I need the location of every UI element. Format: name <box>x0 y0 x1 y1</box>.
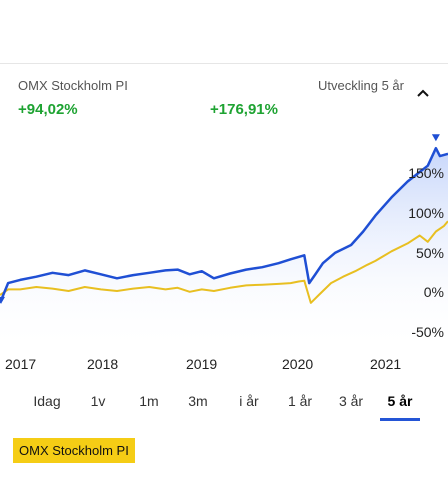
x-tick-label: 2021 <box>370 356 402 372</box>
blue-series-line <box>0 146 448 304</box>
y-tick-label: 50% <box>415 245 444 261</box>
y-tick-label: -50% <box>411 324 444 340</box>
min-marker-icon <box>0 296 5 304</box>
tab-1-ar[interactable]: 1 år <box>287 393 313 409</box>
tab-5-ar[interactable]: 5 år <box>387 393 413 409</box>
y-tick-label: 0% <box>423 284 444 300</box>
blue-series-area <box>0 148 448 353</box>
x-tick-label: 2017 <box>5 356 37 372</box>
tab-i-ar[interactable]: i år <box>239 393 259 409</box>
active-tab-underline <box>380 418 420 421</box>
tab-1m[interactable]: 1m <box>139 393 159 409</box>
top-divider <box>0 63 448 64</box>
tab-3m[interactable]: 3m <box>188 393 208 409</box>
index-title: OMX Stockholm PI <box>18 78 128 93</box>
x-tick-label: 2018 <box>87 356 119 372</box>
tab-1v[interactable]: 1v <box>90 393 106 409</box>
y-tick-label: 150% <box>408 165 444 181</box>
x-tick-label: 2020 <box>282 356 314 372</box>
legend-item: OMX Stockholm PI <box>13 438 135 463</box>
y-tick-label: 100% <box>408 205 444 221</box>
tab-Idag[interactable]: Idag <box>33 393 61 409</box>
yellow-series-line <box>0 220 448 304</box>
performance-chart <box>0 134 448 353</box>
x-tick-label: 2019 <box>186 356 218 372</box>
period-label[interactable]: Utveckling 5 år <box>318 78 404 93</box>
tab-3-ar[interactable]: 3 år <box>338 393 364 409</box>
period-tabs: Idag 1v 1m 3m i år 1 år 3 år 5 år <box>0 393 448 423</box>
max-marker-icon <box>431 134 440 142</box>
index-performance: +94,02% <box>18 101 78 118</box>
stock-performance: +176,91% <box>210 101 278 118</box>
chevron-up-icon[interactable] <box>416 88 430 98</box>
